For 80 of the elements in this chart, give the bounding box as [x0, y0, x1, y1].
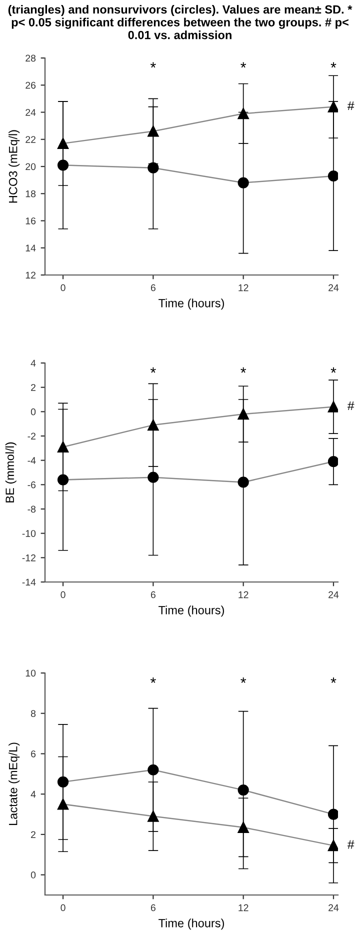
- point: [328, 840, 338, 852]
- y-tick-label: 28: [26, 54, 36, 62]
- point: [148, 764, 159, 776]
- x-tick-label: 12: [238, 284, 248, 292]
- x-tick-label: 12: [238, 591, 248, 598]
- x-tick-label: 6: [150, 904, 156, 912]
- chart-title: (triangles) and nonsurvivors (circles). Values are mean± SD. * p< 0.05 significant differences between the two groups. # p< 0.01 vs. admission: [8, 5, 352, 40]
- x-tick-label: 24: [328, 284, 339, 292]
- point: [148, 419, 159, 431]
- point: [148, 126, 159, 137]
- text: #: [347, 840, 354, 849]
- y-axis-title: HCO3 (mEq/l): [8, 130, 20, 203]
- y-tick-label: 6: [31, 750, 36, 758]
- x-axis-title: Time (hours): [158, 918, 224, 930]
- y-tick-label: 0: [30, 872, 36, 878]
- point: [238, 822, 249, 833]
- point: [238, 177, 249, 188]
- y-tick-label: -12: [22, 554, 36, 562]
- y-tick-label: 2: [31, 384, 36, 391]
- y-tick-label: 16: [26, 217, 36, 224]
- x-axis-title: Time (hours): [158, 298, 224, 310]
- x-tick-label: 0: [60, 284, 66, 292]
- point: [328, 101, 338, 112]
- y-axis-title: BE (mmol/l): [5, 442, 16, 502]
- text: #: [347, 102, 354, 110]
- y-tick-label: 18: [26, 190, 36, 198]
- y-tick-label: 2: [31, 831, 36, 838]
- point: [57, 138, 69, 149]
- annotation: *: [330, 367, 336, 373]
- y-tick-label: -10: [22, 530, 36, 537]
- y-tick-label: 20: [26, 163, 36, 170]
- point: [328, 401, 338, 412]
- y-tick-label: 4: [30, 790, 36, 798]
- annotation: *: [330, 62, 336, 68]
- annotation: *: [150, 367, 156, 373]
- point: [148, 162, 159, 174]
- y-tick-label: -14: [22, 578, 36, 586]
- y-tick-label: 10: [26, 670, 36, 677]
- x-axis-title: Time (hours): [158, 606, 224, 617]
- x-tick-label: 6: [150, 591, 156, 598]
- point: [238, 408, 249, 420]
- x-tick-label: 24: [328, 591, 339, 598]
- point: [328, 456, 338, 468]
- y-tick-label: 22: [26, 136, 36, 143]
- point: [238, 108, 249, 120]
- point: [57, 474, 69, 486]
- point: [57, 798, 69, 810]
- point: [328, 808, 338, 820]
- x-tick-label: 0: [60, 904, 66, 912]
- y-tick-label: -8: [28, 506, 36, 513]
- y-tick-label: 14: [26, 244, 36, 252]
- point: [57, 776, 69, 788]
- y-axis-title: Lactate (mEq/L): [8, 742, 20, 826]
- y-tick-label: 4: [30, 360, 36, 367]
- y-tick-label: 24: [26, 108, 36, 116]
- x-tick-label: 0: [60, 591, 66, 598]
- point: [238, 784, 249, 796]
- annotation: *: [240, 678, 246, 683]
- point: [57, 160, 69, 171]
- point: [328, 170, 338, 182]
- y-tick-label: -2: [28, 432, 36, 440]
- point: [148, 472, 159, 483]
- x-tick-label: 12: [238, 904, 248, 912]
- y-tick-label: 12: [26, 272, 36, 279]
- x-tick-label: 6: [150, 284, 156, 292]
- point: [57, 441, 69, 453]
- y-tick-label: 0: [30, 408, 36, 416]
- y-tick-label: 8: [30, 710, 36, 717]
- annotation: *: [330, 678, 336, 683]
- point: [148, 810, 159, 822]
- y-tick-label: -4: [28, 457, 36, 464]
- point: [238, 476, 249, 488]
- y-tick-label: 26: [26, 82, 36, 89]
- x-tick-label: 24: [328, 904, 339, 912]
- annotation: *: [150, 678, 156, 683]
- annotation: *: [240, 62, 246, 68]
- annotation: *: [240, 367, 246, 373]
- annotation: *: [150, 62, 156, 68]
- text: #: [347, 401, 354, 410]
- y-tick-label: -6: [28, 481, 36, 488]
